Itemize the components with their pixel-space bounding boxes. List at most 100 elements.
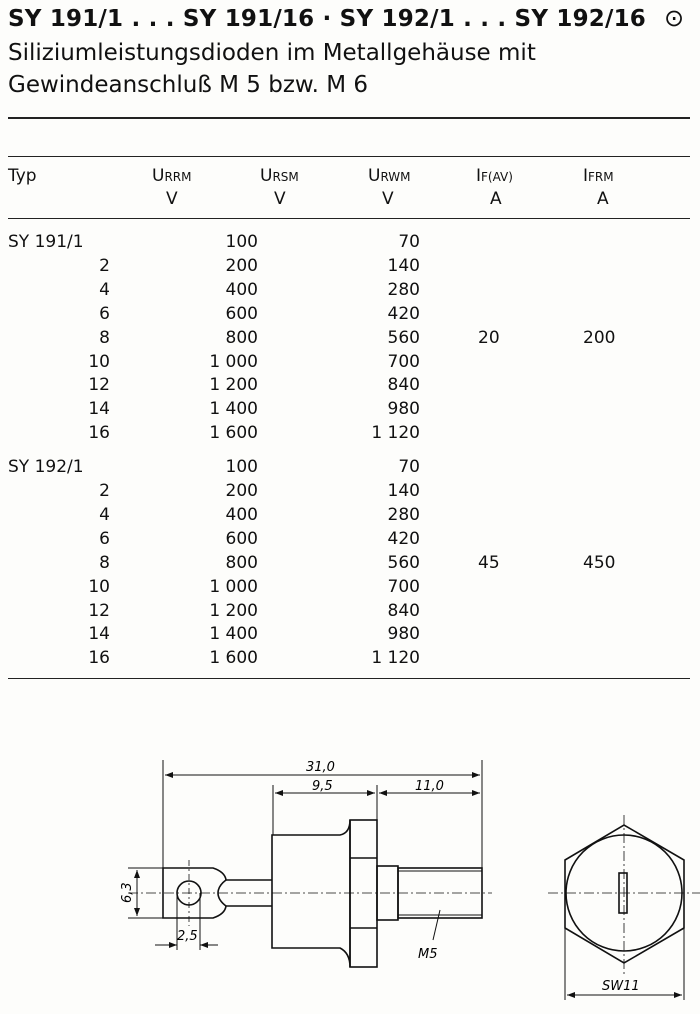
urrm-cell: 800 [225,552,258,573]
typ-cell: 16 [88,648,110,669]
urrm-cell: 1 000 [209,351,258,372]
header-subscript: RRM [164,170,192,184]
typ-cell: 16 [88,423,110,444]
typ-cell: 8 [99,327,110,348]
dim-total: 31,0 [306,760,335,775]
urrm-cell: 600 [225,528,258,549]
column-header-rrm: URRM V [152,165,191,210]
urwm-cell: 280 [387,504,420,525]
urrm-cell: 1 200 [209,375,258,396]
typ-cell: 10 [88,576,110,597]
urrm-cell: 1 600 [209,648,258,669]
side-view [128,760,492,968]
urwm-cell: 840 [387,375,420,396]
divider [8,117,690,119]
header-unit: A [597,189,609,209]
typ-cell: 2 [99,481,110,501]
header-typ: Typ [8,166,37,186]
typ-cell: SY 191/1 [8,232,84,252]
typ-cell: 14 [88,399,110,420]
page-title: SY 191/1 . . . SY 191/16 · SY 192/1 . . … [8,6,647,32]
table-row: 10 1 000 700 [0,577,700,601]
end-view [548,815,700,1000]
urwm-cell: 1 120 [371,648,420,669]
subtitle-line-1: Siliziumleistungsdioden im Metallgehäuse… [8,40,536,66]
urwm-cell: 560 [387,327,420,348]
urrm-cell: 600 [225,303,258,324]
typ-cell: 6 [99,528,110,549]
typ-cell: 12 [88,375,110,396]
urwm-cell: 280 [387,279,420,300]
circle-dot-symbol: ⊙ [664,4,685,32]
typ-cell: 4 [99,279,110,300]
header-unit: V [166,189,178,209]
header-subscript: RWM [380,170,411,184]
table-row: 10 1 000 700 [0,352,700,376]
divider [8,678,690,679]
table-row: 2 200 140 [0,481,700,505]
ifrm-cell: 200 [583,327,616,348]
urrm-cell: 100 [225,457,258,478]
header-subscript: FRM [588,170,614,184]
table-row: 8 800 560 [0,553,700,577]
urwm-cell: 70 [398,232,420,252]
table-row: 14 1 400 980 [0,624,700,648]
header-subscript: RSM [272,170,299,184]
column-header-frm: IFRM A [583,165,614,210]
typ-cell: SY 192/1 [8,457,84,478]
typ-cell: 4 [99,504,110,525]
table-row: 16 1 600 1 120 [0,648,700,672]
typ-cell: 12 [88,600,110,621]
dim-height: 6,3 [120,882,135,903]
typ-cell: 14 [88,624,110,645]
table-row: 6 600 420 [0,529,700,553]
header-symbol: U [152,166,165,186]
header-symbol: U [368,166,381,186]
typ-cell: 10 [88,351,110,372]
divider [8,156,690,157]
urwm-cell: 140 [387,481,420,501]
table-row: SY 192/1 100 70 [0,457,700,481]
header-symbol: I [476,166,482,186]
table-row: 4 400 280 [0,280,700,304]
urwm-cell: 140 [387,255,420,276]
urrm-cell: 1 600 [209,423,258,444]
urrm-cell: 1 400 [209,624,258,645]
table-row: 6 600 420 [0,304,700,328]
typ-cell: 2 [99,255,110,276]
ifrm-cell: 450 [583,552,616,573]
wrench-size: SW11 [602,979,640,994]
urrm-cell: 400 [225,279,258,300]
table-row: 2 200 140 [0,256,700,280]
column-header-rsm: URSM V [260,165,299,210]
dim-thread: 11,0 [415,779,444,794]
urwm-cell: 1 120 [371,423,420,444]
urwm-cell: 420 [387,303,420,324]
urrm-cell: 1 200 [209,600,258,621]
urrm-cell: 100 [225,232,258,252]
urwm-cell: 980 [387,399,420,420]
urwm-cell: 420 [387,528,420,549]
table-row: 16 1 600 1 120 [0,423,700,447]
table-row: 12 1 200 840 [0,375,700,399]
table-row: 4 400 280 [0,505,700,529]
column-header-rwm: URWM V [368,165,411,210]
divider [8,218,690,219]
if-av-cell: 20 [478,327,500,348]
header-symbol: I [583,166,589,186]
dim-hole: 2,5 [177,929,198,944]
urrm-cell: 200 [225,481,258,501]
urwm-cell: 560 [387,552,420,573]
subtitle-line-2: Gewindeanschluß M 5 bzw. M 6 [8,72,369,98]
if-av-cell: 45 [478,552,500,573]
urwm-cell: 840 [387,600,420,621]
urwm-cell: 700 [387,576,420,597]
table-row: 14 1 400 980 [0,399,700,423]
urrm-cell: 1 400 [209,399,258,420]
urrm-cell: 800 [225,327,258,348]
typ-cell: 8 [99,552,110,573]
header-symbol: U [260,166,273,186]
header-unit: A [490,189,502,209]
